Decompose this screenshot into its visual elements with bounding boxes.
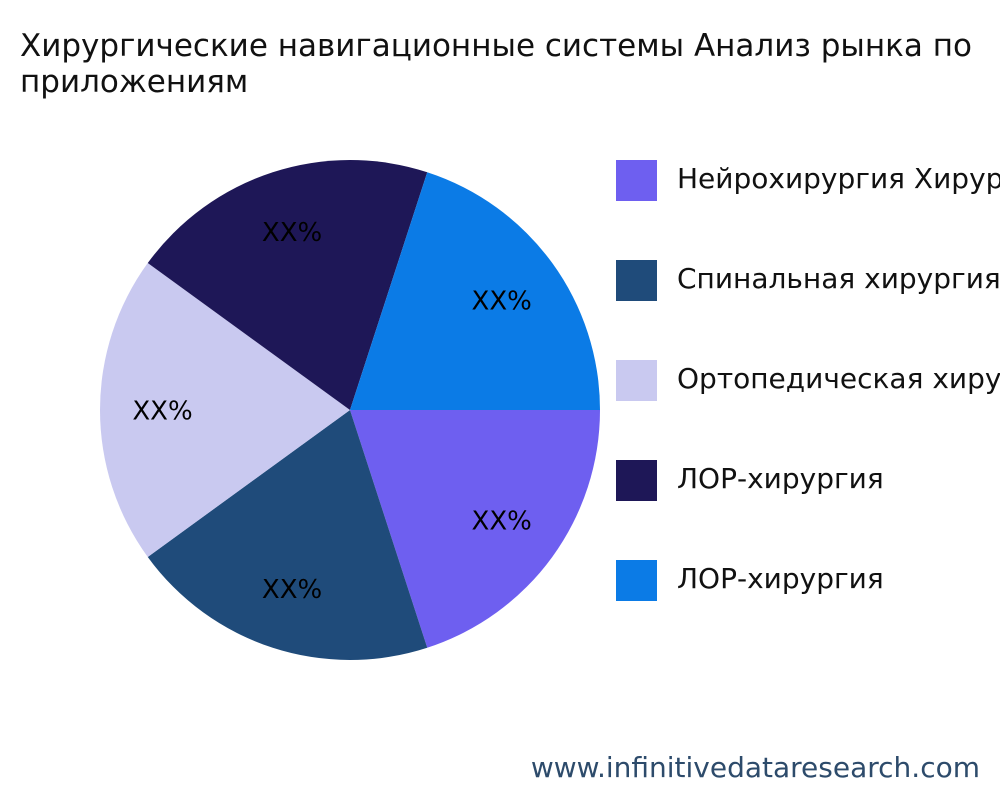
- pie-slice: [147, 160, 428, 410]
- data-label: XX%: [262, 575, 322, 605]
- legend-swatch: [616, 360, 657, 401]
- data-label: XX%: [472, 286, 532, 316]
- legend-label: ЛОР-хирургия: [677, 562, 884, 595]
- data-label: XX%: [132, 397, 192, 427]
- legend-label: Ортопедическая хирургия: [677, 362, 1000, 395]
- pie-slice: [350, 410, 600, 648]
- legend-label: Нейрохирургия Хирургия: [677, 162, 1000, 195]
- legend-swatch: [616, 460, 657, 501]
- legend-label: Спинальная хирургия: [677, 262, 1000, 295]
- source: www.infinitivedataresearch.com: [531, 751, 980, 784]
- legend-swatch: [616, 260, 657, 301]
- legend-swatch: [616, 160, 657, 201]
- legend-swatch: [616, 560, 657, 601]
- data-label: XX%: [262, 218, 322, 248]
- pie-slice: [100, 263, 350, 557]
- pie-slice: [350, 172, 600, 410]
- data-label: XX%: [472, 507, 532, 537]
- chart-title: Хирургические навигационные системы Анал…: [20, 28, 972, 100]
- pie-slice: [147, 410, 428, 660]
- legend-label: ЛОР-хирургия: [677, 462, 884, 495]
